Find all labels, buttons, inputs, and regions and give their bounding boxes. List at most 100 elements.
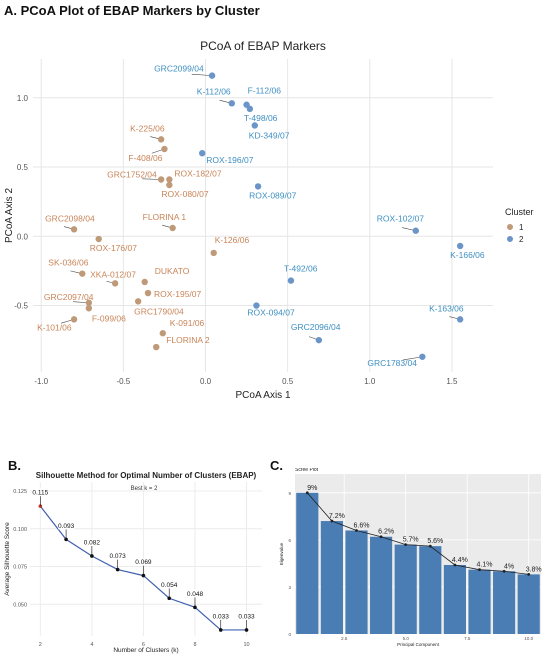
pcoa-x-tick-label: 1.5 — [446, 377, 458, 386]
pcoa-point-label: F-112/06 — [248, 86, 282, 96]
scree-x-tick-label: 10.0 — [524, 636, 533, 641]
scree-value-label: 6.2% — [378, 529, 394, 536]
pcoa-point — [412, 227, 419, 234]
scree-point — [379, 535, 383, 539]
pcoa-x-tick-label: -0.5 — [116, 377, 130, 386]
pcoa-point — [166, 176, 173, 183]
silhouette-x-tick-label: 8 — [193, 642, 196, 648]
silhouette-y-axis-label: Average Silhouette Score — [4, 522, 11, 596]
pcoa-point — [419, 353, 426, 360]
silhouette-y-tick-label: 0.075 — [13, 565, 27, 571]
silhouette-point — [218, 628, 223, 632]
pcoa-scatter-chart: PCoA of EBAP Markers -1.0 -0.5 0.0 0.5 1.0 1.5… — [4, 39, 534, 401]
pcoa-point — [169, 224, 176, 232]
pcoa-x-tick-label: 1.0 — [364, 377, 376, 386]
pcoa-x-tick-label: -1.0 — [34, 377, 48, 386]
silhouette-subtitle: Best k = 2 — [131, 486, 159, 492]
scree-bar — [493, 571, 516, 634]
silhouette-point-label: 0.082 — [84, 539, 101, 546]
silhouette-label-box — [58, 521, 75, 530]
silhouette-point — [167, 596, 171, 601]
scree-point — [453, 563, 457, 567]
pcoa-point-label: GRC2096/04 — [291, 322, 341, 332]
scree-value-label: 6.6% — [354, 522, 370, 529]
pcoa-point — [315, 336, 323, 344]
silhouette-point-label: 0.048 — [187, 591, 204, 598]
pcoa-label-leader — [191, 73, 213, 76]
silhouette-x-axis-label: Number of Clusters (k) — [113, 647, 178, 654]
pcoa-point — [141, 278, 148, 286]
pcoa-point — [161, 145, 168, 153]
pcoa-point-label: GRC2097/04 — [44, 292, 94, 302]
pcoa-point-label: GRC2099/04 — [154, 64, 204, 74]
pcoa-legend-swatch — [507, 236, 513, 242]
silhouette-point-label: 0.033 — [238, 613, 255, 620]
scree-value-label: 3.8% — [526, 566, 542, 573]
pcoa-point-label: K-101/06 — [37, 322, 72, 332]
pcoa-point — [144, 289, 152, 297]
scree-y-tick-label: 9 — [288, 491, 291, 496]
silhouette-y-tick-label: 0.100 — [13, 527, 27, 533]
scree-value-label: 4.1% — [477, 562, 493, 569]
silhouette-label-box — [238, 611, 255, 620]
pcoa-point — [134, 298, 142, 305]
scree-x-tick-label: 5.0 — [403, 636, 410, 641]
panel-c-heading: C. — [270, 458, 283, 473]
scree-value-label: 4.4% — [452, 557, 468, 564]
pcoa-point-label: T-492/06 — [284, 264, 318, 274]
pcoa-x-tick-label: 0.5 — [282, 377, 294, 386]
silhouette-point-label: 0.115 — [32, 490, 48, 497]
pcoa-point-label: K-126/06 — [215, 235, 250, 245]
scree-x-tick-label: 7.5 — [464, 636, 471, 641]
scree-bar — [517, 574, 540, 634]
silhouette-label-box — [161, 580, 178, 589]
scree-point — [330, 519, 334, 523]
scree-point — [355, 529, 358, 532]
pcoa-point-label: K-112/06 — [197, 86, 231, 96]
pcoa-point-label: GRC1790/04 — [134, 306, 184, 316]
scree-point — [527, 572, 531, 576]
silhouette-point — [90, 554, 94, 558]
pcoa-legend-label: 2 — [519, 235, 524, 244]
silhouette-label-box — [212, 611, 229, 620]
silhouette-point — [64, 537, 68, 542]
pcoa-point — [199, 149, 206, 157]
silhouette-y-tick-label: 0.050 — [13, 602, 27, 608]
silhouette-point-label: 0.069 — [135, 559, 152, 566]
scree-line — [306, 492, 529, 575]
pcoa-point — [251, 122, 258, 129]
pcoa-point-label: ROX-089/07 — [249, 190, 297, 200]
pcoa-point-label: GRC1752/04 — [107, 169, 157, 179]
pcoa-point-label: K-166/06 — [450, 250, 485, 260]
scree-value-label: 4% — [504, 563, 514, 570]
pcoa-point-label: ROX-102/07 — [377, 214, 425, 224]
pcoa-point-label: GRC2098/04 — [45, 213, 95, 223]
pcoa-point — [111, 280, 119, 287]
silhouette-point — [115, 567, 120, 572]
scree-bar — [443, 564, 466, 634]
scree-value-label: 7.2% — [329, 513, 345, 520]
silhouette-label-box — [135, 557, 152, 566]
scree-value-label: 5.6% — [427, 538, 443, 545]
scree-value-label: 9% — [307, 485, 317, 492]
scree-bar — [370, 536, 393, 634]
pcoa-legend-swatch — [507, 224, 513, 230]
pcoa-label-leader — [403, 356, 423, 361]
silhouette-point-label: 0.033 — [213, 613, 230, 620]
pcoa-point-label: SK-036/06 — [48, 258, 88, 268]
scree-point — [428, 544, 432, 548]
pcoa-point-label: ROX-094/07 — [247, 308, 295, 318]
scree-value-label: 5.7% — [403, 537, 419, 544]
pcoa-point-label: K-091/06 — [170, 318, 205, 328]
scree-bar — [345, 530, 368, 634]
pcoa-point — [157, 176, 165, 183]
scree-x-tick-label: 2.5 — [341, 636, 348, 641]
pcoa-point-label: ROX-182/07 — [174, 168, 222, 178]
scree-point — [305, 491, 309, 495]
pcoa-point-label: F-099/06 — [92, 313, 126, 323]
scree-y-tick-label: 3 — [288, 585, 291, 590]
pcoa-point-label: T-498/06 — [244, 113, 278, 123]
silhouette-point-label: 0.054 — [161, 582, 178, 589]
pcoa-x-axis-label: PCoA Axis 1 — [235, 390, 290, 401]
pcoa-point — [166, 181, 173, 189]
